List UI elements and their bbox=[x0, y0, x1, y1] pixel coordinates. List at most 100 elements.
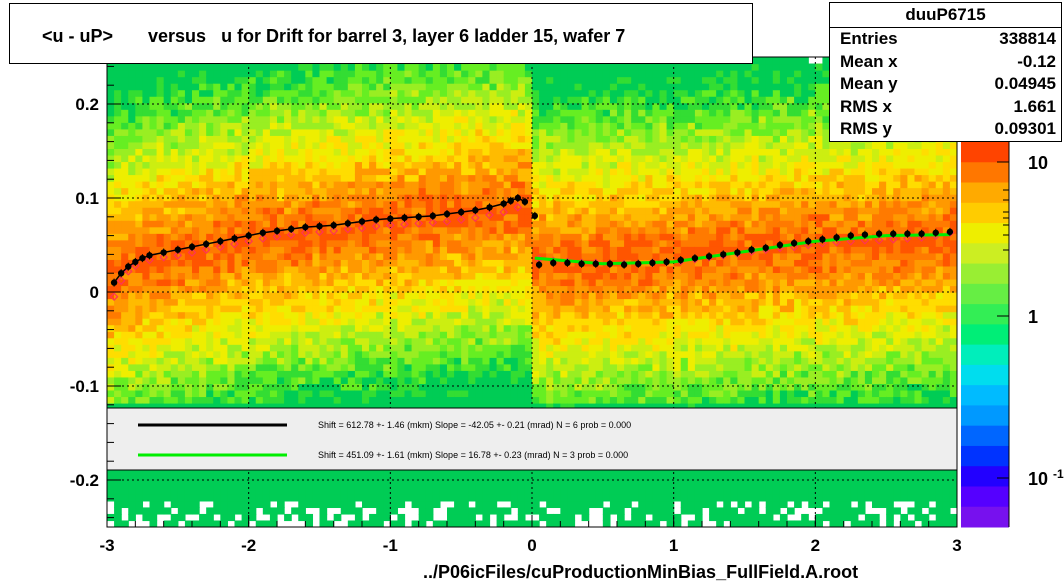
color-scale-step bbox=[961, 223, 1009, 244]
profile-point-open bbox=[329, 226, 339, 236]
profile-point bbox=[521, 198, 529, 205]
profile-point-open bbox=[357, 223, 367, 233]
y-tick-label: -0.1 bbox=[70, 377, 99, 396]
profile-point-open bbox=[888, 235, 898, 244]
profile-point-open bbox=[145, 255, 154, 265]
profile-point-open bbox=[428, 218, 438, 227]
stats-row: RMS x 1.661 bbox=[830, 96, 1061, 119]
profile-point-open bbox=[300, 228, 310, 238]
color-scale: 10 1 10 -1 bbox=[961, 142, 1064, 528]
profile-point bbox=[890, 230, 897, 237]
legend-box bbox=[106, 407, 958, 471]
x-tick-label: 2 bbox=[811, 536, 820, 555]
stats-value: -0.12 bbox=[1017, 51, 1056, 71]
stats-label: RMS y bbox=[840, 119, 892, 138]
profile-point-open bbox=[414, 219, 424, 228]
stats-row: Entries 338814 bbox=[830, 28, 1061, 51]
profile-point-open bbox=[385, 220, 395, 230]
color-scale-step bbox=[961, 405, 1009, 427]
profile-point bbox=[847, 232, 854, 239]
profile-point bbox=[819, 236, 826, 243]
color-scale-step bbox=[961, 263, 1009, 285]
profile-point bbox=[287, 225, 295, 233]
profile-point bbox=[259, 229, 267, 236]
profile-point bbox=[606, 260, 614, 267]
profile-point-open bbox=[442, 217, 452, 226]
source-file-label: ../P06icFiles/cuProductionMinBias_FullFi… bbox=[423, 562, 859, 582]
profile-point bbox=[918, 230, 925, 237]
profile-point bbox=[514, 194, 522, 202]
profile-point bbox=[231, 235, 238, 242]
profile-point-open bbox=[485, 210, 494, 220]
profile-point bbox=[202, 240, 210, 248]
color-scale-label: 1 bbox=[1028, 307, 1038, 327]
profile-point bbox=[486, 204, 493, 211]
profile-point-open bbox=[470, 213, 480, 223]
profile-point-open bbox=[159, 252, 169, 262]
color-scale-step bbox=[961, 506, 1009, 528]
profile-point bbox=[273, 227, 281, 235]
stats-row: Mean y 0.04945 bbox=[830, 73, 1061, 96]
color-scale-step bbox=[961, 466, 1009, 487]
x-tick-label: 0 bbox=[527, 536, 536, 555]
y-tick-label: -0.2 bbox=[70, 471, 99, 490]
color-scale-step bbox=[961, 425, 1009, 447]
color-scale-label: 10 bbox=[1028, 153, 1048, 173]
profile-point bbox=[904, 230, 911, 237]
profile-point bbox=[531, 212, 539, 220]
profile-point bbox=[734, 249, 741, 256]
profile-point-open bbox=[258, 234, 268, 243]
profile-point bbox=[507, 197, 514, 205]
color-scale-step bbox=[961, 243, 1009, 265]
color-scale-step bbox=[961, 324, 1009, 346]
profile-point bbox=[932, 229, 939, 236]
profile-point bbox=[691, 254, 699, 262]
stats-label: Mean x bbox=[840, 51, 898, 71]
stats-value: 0.09301 bbox=[994, 119, 1056, 138]
profile-point bbox=[245, 232, 252, 239]
stats-value: 0.04945 bbox=[994, 74, 1056, 93]
stats-label: RMS x bbox=[840, 96, 892, 116]
profile-point-open bbox=[286, 230, 296, 240]
profile-point-open bbox=[343, 224, 353, 234]
profile-point bbox=[705, 253, 713, 260]
profile-point bbox=[790, 239, 798, 247]
profile-point bbox=[550, 259, 557, 267]
color-scale-step bbox=[961, 364, 1009, 386]
fit-legend: Shift = 612.78 +- 1.46 (mkm) Slope = -42… bbox=[106, 407, 958, 471]
profile-point bbox=[372, 216, 380, 223]
y-tick-label: 0.2 bbox=[75, 95, 99, 114]
x-tick-label: 1 bbox=[669, 536, 678, 555]
stats-label: Entries bbox=[840, 29, 898, 48]
profile-point-open bbox=[315, 227, 324, 237]
profile-point-open bbox=[272, 232, 282, 241]
profile-point-open bbox=[513, 203, 523, 212]
profile-point bbox=[443, 210, 451, 218]
profile-point bbox=[663, 258, 670, 266]
profile-points bbox=[109, 194, 955, 302]
profile-point-open bbox=[215, 242, 225, 252]
x-tick-label: -3 bbox=[99, 536, 114, 555]
x-tick-label: 3 bbox=[952, 536, 961, 555]
color-scale-step bbox=[961, 202, 1009, 224]
profile-point bbox=[635, 260, 642, 267]
profile-point bbox=[117, 270, 125, 277]
stats-label: Mean y bbox=[840, 74, 898, 93]
profile-point bbox=[776, 241, 784, 249]
profile-point bbox=[457, 208, 465, 216]
fit-line bbox=[534, 233, 950, 266]
stats-value: 338814 bbox=[999, 29, 1056, 48]
profile-point bbox=[500, 200, 507, 207]
profile-point-open bbox=[456, 215, 466, 224]
color-scale-label: 10 bbox=[1028, 469, 1048, 489]
profile-point-open bbox=[874, 235, 884, 245]
stats-value: 1.661 bbox=[1013, 96, 1056, 116]
profile-point bbox=[146, 252, 153, 259]
profile-point bbox=[125, 263, 132, 270]
stats-histogram-name: duuP6715 bbox=[830, 3, 1061, 28]
profile-point-open bbox=[123, 266, 133, 276]
profile-point bbox=[592, 260, 599, 267]
profile-point bbox=[358, 218, 366, 225]
profile-point bbox=[160, 249, 167, 256]
